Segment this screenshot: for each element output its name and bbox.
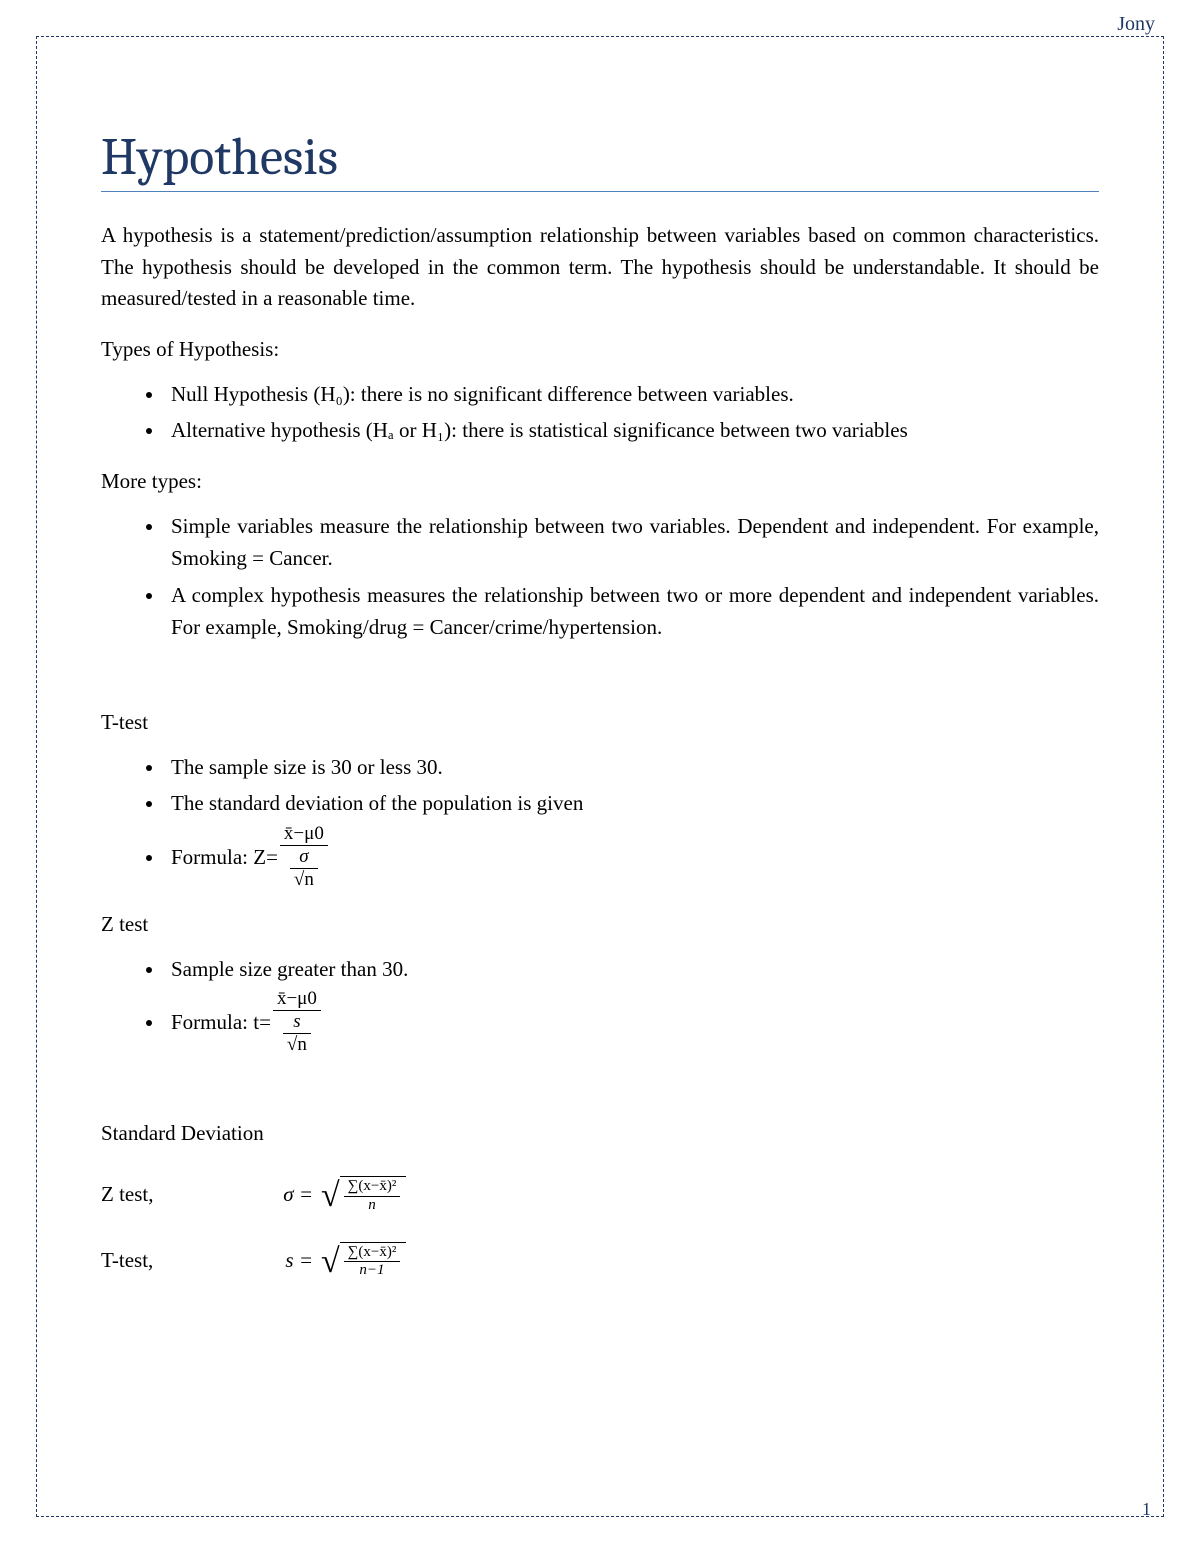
sd-t-row: T-test, s = √ ∑(x−x̄)² n−1 [101,1242,1099,1280]
types-heading: Types of Hypothesis: [101,337,1099,362]
types-list: Null Hypothesis (H₀): there is no signif… [165,378,1099,447]
formula-label: Formula: t= [171,1006,271,1039]
list-item: Alternative hypothesis (Hₐ or H₁): there… [165,414,1099,447]
sd-t-num: ∑(x−x̄)² [344,1245,401,1262]
formula-denominator: σ √n [280,845,328,890]
sd-z-label: Z test, [101,1182,251,1207]
sd-t-den: n−1 [344,1261,401,1279]
sqrt-expression: √ ∑(x−x̄)² n−1 [321,1242,406,1280]
sd-z-row: Z test, σ = √ ∑(x−x̄)² n [101,1176,1099,1214]
radical-icon: √ [321,1179,340,1217]
formula-numerator: x̄−μ0 [273,989,321,1010]
ztest-list: Sample size greater than 30. Formula: t=… [165,953,1099,1055]
more-types-heading: More types: [101,469,1099,494]
sd-z-symbol: σ = [251,1182,321,1207]
radical-icon: √ [321,1245,340,1283]
header-author: Jony [1117,13,1155,36]
sqrt-expression: √ ∑(x−x̄)² n [321,1176,406,1214]
list-item: A complex hypothesis measures the relati… [165,579,1099,644]
more-types-list: Simple variables measure the relationshi… [165,510,1099,644]
page-number: 1 [1142,1499,1151,1520]
ztest-heading: Z test [101,912,1099,937]
formula-denominator: s √n [273,1010,321,1055]
sd-t-label: T-test, [101,1248,251,1273]
formula-numerator: x̄−μ0 [280,824,328,845]
list-item: Null Hypothesis (H₀): there is no signif… [165,378,1099,411]
ttest-list: The sample size is 30 or less 30. The st… [165,751,1099,890]
list-item: The sample size is 30 or less 30. [165,751,1099,784]
formula-fraction: x̄−μ0 s √n [273,989,321,1055]
page-title: Hypothesis [101,127,1099,192]
formula-label: Formula: Z= [171,841,278,874]
sd-heading: Standard Deviation [101,1121,1099,1146]
ttest-heading: T-test [101,710,1099,735]
formula-fraction: x̄−μ0 σ √n [280,824,328,890]
sd-z-den: n [344,1196,401,1214]
list-item: Sample size greater than 30. [165,953,1099,986]
list-item: Formula: Z= x̄−μ0 σ √n [165,824,1099,890]
sd-t-symbol: s = [251,1248,321,1273]
list-item: Simple variables measure the relationshi… [165,510,1099,575]
list-item: Formula: t= x̄−μ0 s √n [165,989,1099,1055]
list-item: The standard deviation of the population… [165,787,1099,820]
page-frame: Jony Hypothesis A hypothesis is a statem… [36,36,1164,1517]
intro-paragraph: A hypothesis is a statement/prediction/a… [101,220,1099,315]
sd-z-num: ∑(x−x̄)² [344,1179,401,1196]
